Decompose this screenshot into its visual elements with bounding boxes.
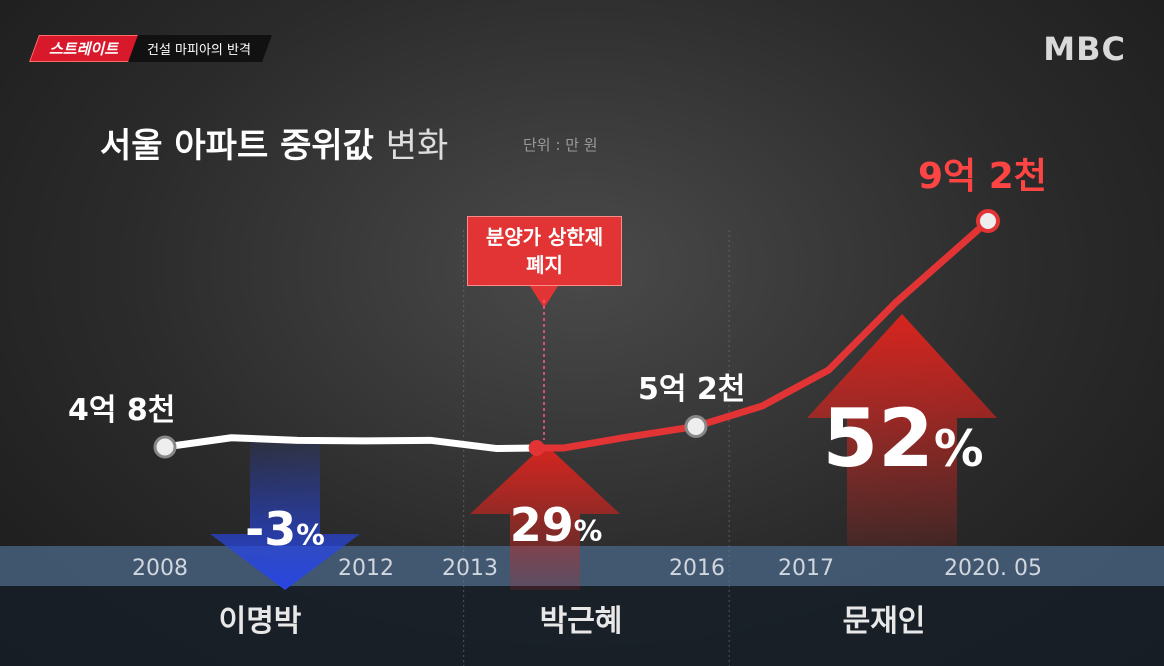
series-line-white — [164, 434, 537, 453]
president-label: 이명박 — [218, 604, 302, 639]
change-unit: % — [296, 519, 325, 552]
change-value: 29 — [509, 498, 574, 552]
arrow-up-3 — [807, 314, 997, 546]
change-value: 52 — [822, 392, 934, 485]
chart-title: 서울 아파트 중위값 변화 — [100, 118, 448, 167]
broadcaster-logo: MBC — [1043, 30, 1126, 68]
x-tick-label: 2008 — [132, 556, 188, 581]
value-label: 4억 8천 — [68, 393, 176, 428]
callout-pointer — [530, 286, 558, 308]
president-label: 문재인 — [842, 604, 926, 639]
x-tick-label: 2016 — [669, 556, 725, 581]
callout-line-1: 분양가 상한제 — [485, 225, 604, 249]
change-unit: % — [573, 515, 603, 548]
series-line-red — [536, 218, 991, 452]
value-label: 5억 2천 — [637, 372, 746, 408]
x-tick-label: 2012 — [338, 556, 394, 581]
x-tick-label: 2017 — [778, 556, 834, 581]
change-percent: 52% — [822, 392, 983, 485]
unit-label: 단위 : 만 원 — [523, 136, 598, 154]
chart-title-main: 서울 아파트 중위값 — [100, 126, 374, 166]
data-point-marker — [684, 414, 708, 438]
year-band — [0, 546, 1164, 586]
change-percent: -3% — [245, 502, 325, 556]
arrow-down-1 — [210, 440, 360, 590]
callout-line-2: 폐지 — [526, 253, 563, 277]
president-label: 박근혜 — [539, 604, 623, 639]
chart-title-sub: 변화 — [385, 126, 449, 166]
data-point-marker — [153, 435, 177, 459]
policy-callout: 분양가 상한제 폐지 — [467, 216, 622, 286]
split-point — [528, 440, 545, 457]
value-label: 9억 2천 — [918, 156, 1047, 197]
x-tick-label: 2020. 05 — [944, 556, 1042, 581]
change-unit: % — [933, 420, 984, 478]
data-point-marker — [976, 209, 1000, 233]
change-percent: 29% — [510, 498, 603, 552]
x-tick-label: 2013 — [442, 556, 498, 581]
arrow-up-2 — [470, 444, 620, 590]
president-band — [0, 586, 1164, 666]
change-value: -3 — [245, 502, 297, 556]
